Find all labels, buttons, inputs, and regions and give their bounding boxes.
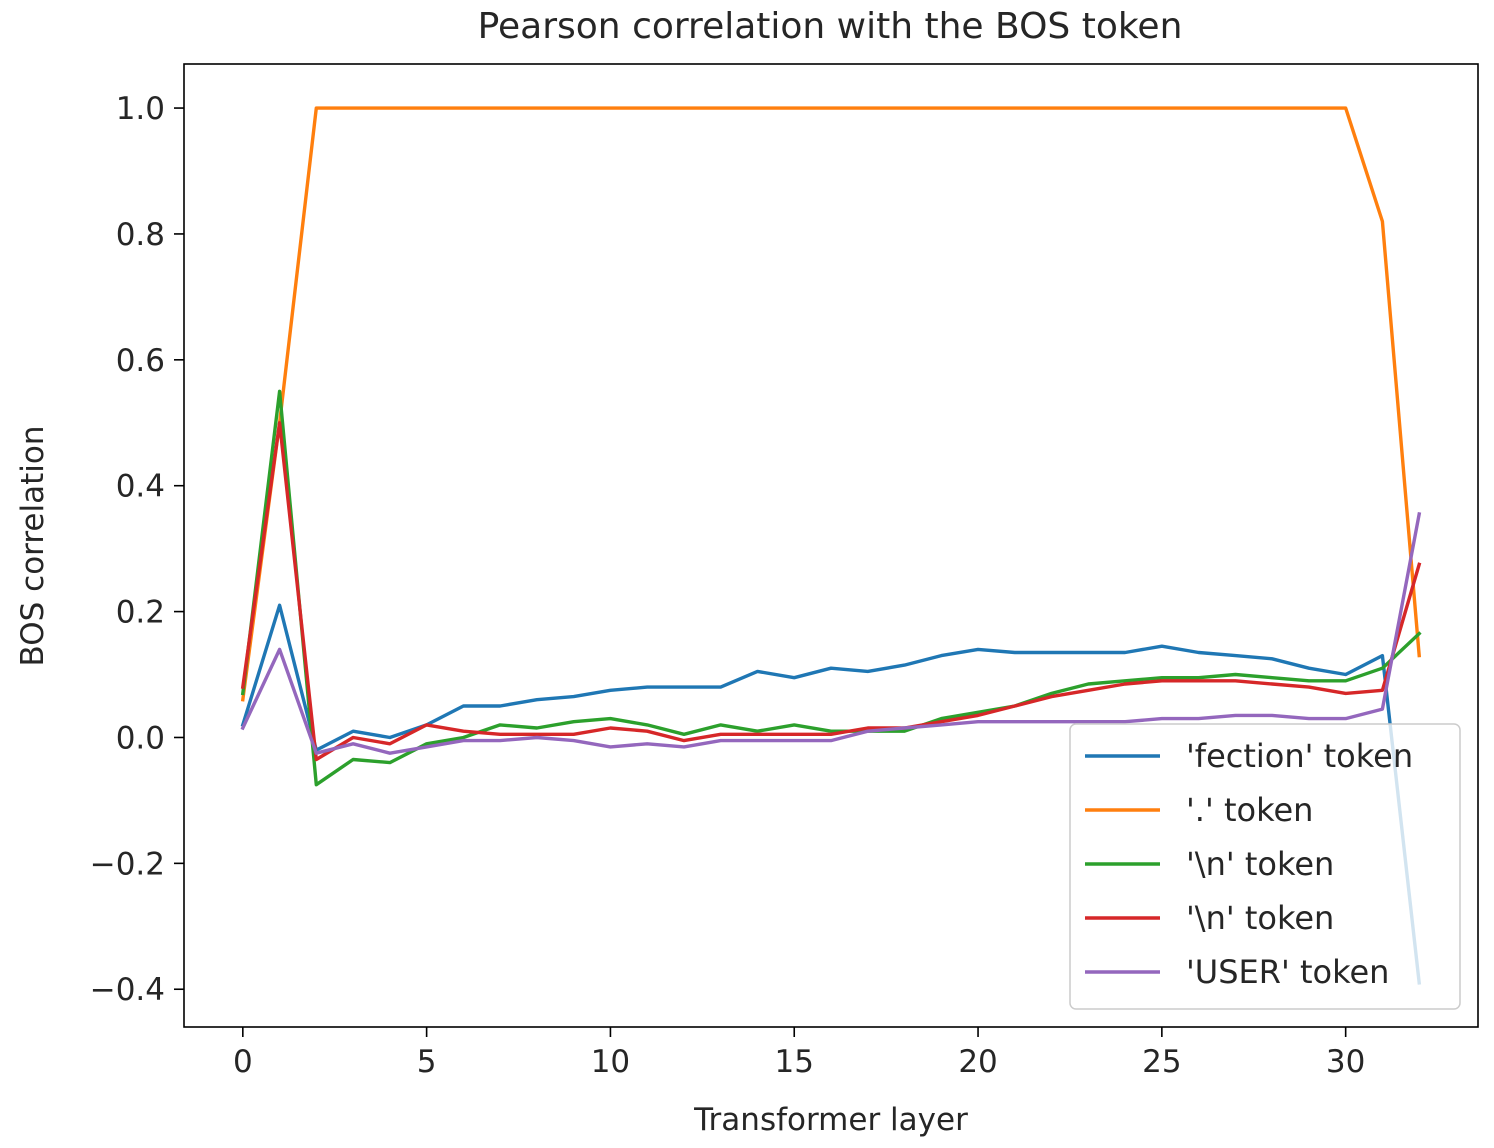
y-axis-label: BOS correlation xyxy=(15,426,51,667)
series-line-4 xyxy=(240,512,1422,755)
chart-title: Pearson correlation with the BOS token xyxy=(478,6,1183,47)
y-tick-label: −0.2 xyxy=(90,846,165,882)
x-tick-label: 10 xyxy=(591,1044,630,1080)
x-tick-label: 0 xyxy=(233,1044,253,1080)
y-tick-label: −0.4 xyxy=(90,972,165,1008)
x-tick-label: 15 xyxy=(775,1044,814,1080)
plot-frame xyxy=(183,63,1479,1028)
y-tick-label: 0.6 xyxy=(116,343,165,379)
y-axis: −0.4 −0.2 0.0 0.2 0.4 0.6 0.8 1.0 xyxy=(90,91,184,1008)
legend-items: 'fection' token '.' token '\n' token '\n' t… xyxy=(1085,737,1413,991)
legend-label: 'USER' token xyxy=(1186,953,1389,991)
legend-label: 'fection' token xyxy=(1186,737,1413,775)
series-line-1 xyxy=(240,106,1422,702)
x-tick-label: 20 xyxy=(958,1044,997,1080)
y-tick-label: 0.4 xyxy=(116,469,165,505)
y-tick-label: 0.8 xyxy=(116,217,165,253)
series-layer xyxy=(240,106,1422,985)
series-line-2 xyxy=(240,389,1422,787)
legend: 'fection' token '.' token '\n' token '\n' t… xyxy=(1069,723,1461,1010)
y-tick-label: 0.2 xyxy=(116,595,165,631)
legend-box xyxy=(1069,723,1461,1010)
y-tick-label: 0.0 xyxy=(116,720,165,756)
series-line-0 xyxy=(240,603,1422,985)
series-line-3 xyxy=(240,421,1422,762)
y-tick-label: 1.0 xyxy=(116,91,165,127)
legend-label: '\n' token xyxy=(1186,845,1334,883)
x-tick-label: 25 xyxy=(1142,1044,1181,1080)
legend-label: '.' token xyxy=(1186,791,1313,829)
x-tick-label: 5 xyxy=(417,1044,437,1080)
x-axis: 0 5 10 15 20 25 30 xyxy=(233,1027,1365,1080)
legend-label: '\n' token xyxy=(1186,899,1334,937)
x-tick-label: 30 xyxy=(1326,1044,1365,1080)
x-axis-label: Transformer layer xyxy=(693,1102,968,1138)
